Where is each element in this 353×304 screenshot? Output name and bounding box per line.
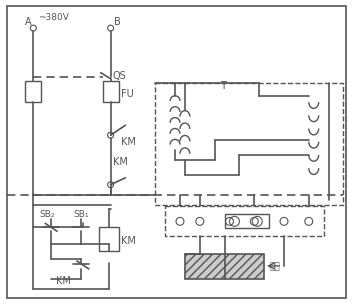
- Text: SB₁: SB₁: [73, 210, 89, 219]
- Text: SB₂: SB₂: [39, 210, 55, 219]
- Text: KM: KM: [120, 236, 136, 246]
- Bar: [99, 227, 119, 251]
- Text: FU: FU: [120, 88, 133, 98]
- Text: A: A: [25, 17, 32, 27]
- Text: KM: KM: [113, 157, 127, 167]
- Text: QS: QS: [113, 71, 126, 81]
- Text: KM: KM: [120, 137, 136, 147]
- Bar: [155, 83, 343, 205]
- Text: 焊件: 焊件: [269, 262, 280, 271]
- Bar: [25, 81, 41, 102]
- Bar: [103, 81, 119, 102]
- Text: ~380V: ~380V: [38, 13, 69, 22]
- Text: KM: KM: [56, 276, 71, 286]
- Bar: [185, 254, 264, 279]
- Text: B: B: [114, 17, 120, 27]
- Text: T: T: [220, 81, 226, 91]
- Bar: [225, 214, 269, 228]
- Bar: [165, 206, 324, 236]
